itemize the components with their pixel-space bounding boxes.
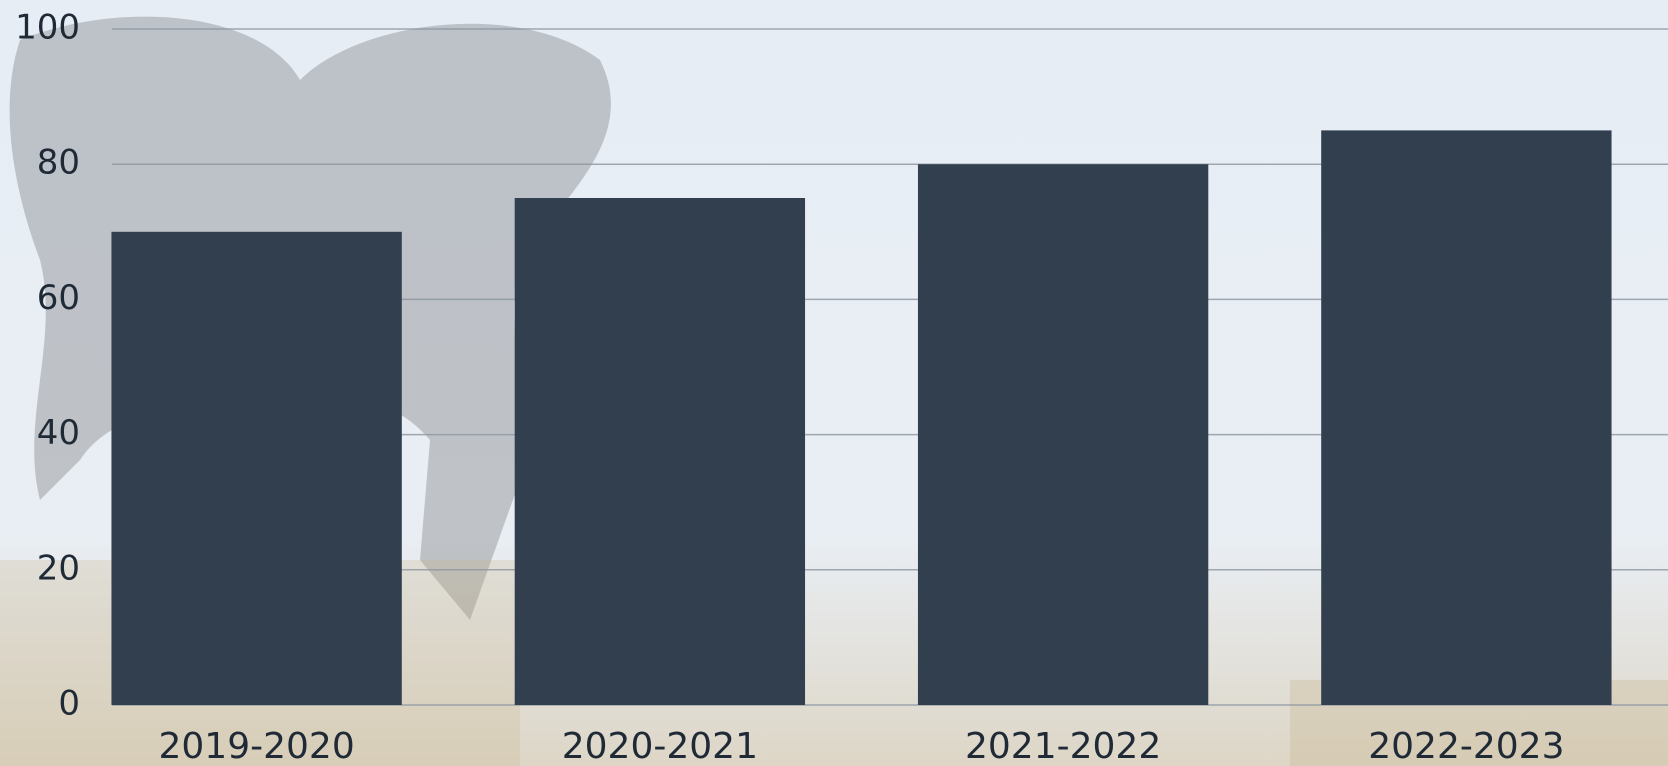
bar (1321, 130, 1612, 705)
y-tick-label: 20 (37, 548, 80, 588)
bar (917, 164, 1209, 705)
y-tick-label: 80 (37, 143, 80, 183)
x-tick-label: 2021-2022 (965, 726, 1161, 766)
x-tick-label: 2020-2021 (562, 726, 758, 766)
y-tick-label: 40 (37, 413, 80, 453)
y-tick-label: 60 (37, 278, 80, 318)
bar (514, 198, 806, 705)
y-tick-label: 100 (15, 8, 80, 48)
y-tick-label: 0 (58, 684, 80, 724)
bar (111, 231, 402, 706)
x-tick-label: 2022-2023 (1368, 726, 1564, 766)
x-tick-label: 2019-2020 (159, 726, 355, 766)
